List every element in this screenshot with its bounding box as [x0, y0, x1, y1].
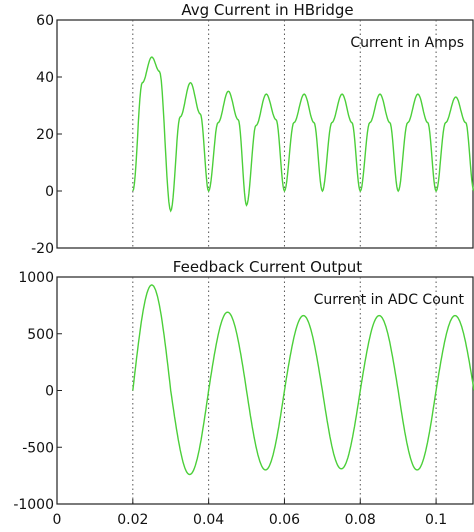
chart-title: Feedback Current Output — [173, 258, 363, 276]
y-tick-label: 1000 — [18, 270, 54, 286]
chart-panel-1: -20 0 20 40 60 Avg Current in HBridge Current … — [31, 1, 474, 257]
chart-title: Avg Current in HBridge — [181, 1, 353, 19]
y-tick-label: 0 — [45, 184, 54, 200]
x-tick-label: 0.1 — [425, 512, 447, 527]
chart-panel-2: -1000 -500 0 500 1000 0 0.02 0.04 0.06 0.08 0.1 Fee… — [13, 258, 474, 528]
y-tick-label: 40 — [36, 70, 54, 86]
x-tick-label: 0.06 — [269, 512, 300, 527]
series-line — [132, 56, 474, 213]
y-tick-label: -1000 — [13, 497, 54, 513]
y-tick-label: 0 — [45, 384, 54, 400]
x-tick-label: 0.08 — [345, 512, 376, 527]
y-tick-label: 60 — [36, 13, 54, 29]
x-tick-label: 0.04 — [193, 512, 224, 527]
plot-annotation: Current in ADC Count — [314, 292, 465, 308]
y-tick-label: -20 — [31, 241, 54, 257]
y-tick-label: 500 — [27, 327, 54, 343]
series-line — [132, 284, 474, 476]
y-tick-label: -500 — [22, 440, 54, 456]
y-tick-label: 20 — [36, 127, 54, 143]
x-tick-label: 0.02 — [117, 512, 148, 527]
x-tick-label: 0 — [53, 512, 62, 527]
plot-frame — [56, 19, 474, 249]
plot-annotation: Current in Amps — [350, 35, 464, 51]
